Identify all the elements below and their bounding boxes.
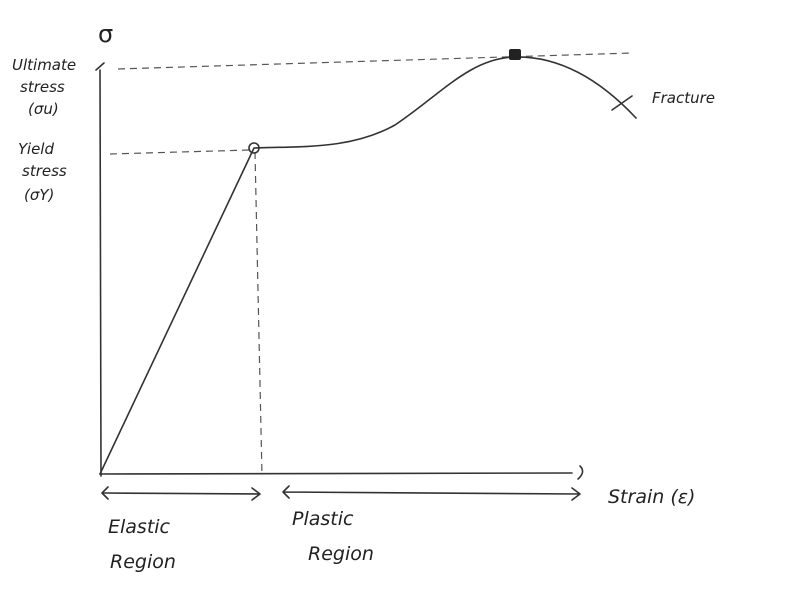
ultimate-point [509, 49, 521, 60]
yield-stress-line: stress [22, 162, 67, 180]
y-axis-symbol: σ [98, 20, 113, 48]
ultimate-guide [117, 52, 633, 70]
fracture-mark [611, 95, 633, 111]
elastic-region-line: Region [110, 551, 176, 573]
ultimate-stress-line: stress [20, 78, 65, 96]
ultimate-stress-line: (σu) [28, 100, 59, 118]
x-axis [99, 465, 584, 480]
yield-stress-line: (σY) [24, 186, 54, 204]
yield-point [248, 142, 260, 154]
elastic-arrow [101, 486, 261, 501]
y-axis [95, 62, 105, 477]
elastic-region-line: Elastic [108, 516, 171, 538]
plastic-region-line: Region [308, 543, 374, 565]
plastic-region-line: Plastic [292, 508, 354, 530]
fracture-label: Fracture [652, 89, 715, 107]
yield-vertical-guide [254, 151, 263, 477]
yield-stress-line: Yield [18, 140, 54, 158]
ultimate-stress-line: Ultimate [12, 56, 76, 74]
yield-guide [109, 149, 251, 155]
x-axis-label: Strain (ε) [608, 486, 695, 508]
plastic-arrow [282, 485, 581, 501]
stress-strain-curve [99, 56, 637, 475]
